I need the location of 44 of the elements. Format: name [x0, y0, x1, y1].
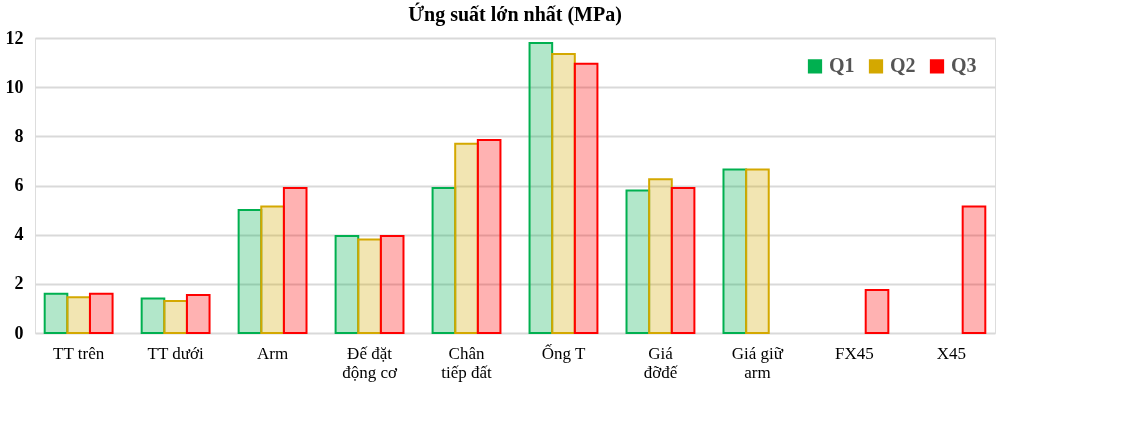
x-tick-label: X45 — [936, 343, 966, 363]
bar — [551, 52, 576, 334]
x-tick-label: Ống T — [541, 343, 586, 363]
bar — [476, 139, 502, 334]
bar — [379, 234, 405, 334]
x-tick-label: TT dưới — [147, 343, 204, 363]
bar — [745, 168, 770, 334]
y-tick-label: 10 — [5, 76, 24, 97]
bar — [357, 238, 382, 334]
y-tick-label: 8 — [14, 125, 24, 146]
bar — [670, 186, 696, 334]
bar — [454, 142, 479, 334]
y-tick-label: 4 — [14, 224, 24, 245]
x-tick-label: Chân tiếp đất — [441, 343, 493, 382]
bar — [334, 234, 360, 334]
x-tick-label: TT trên — [53, 343, 105, 363]
bar — [43, 292, 69, 334]
bar — [66, 296, 91, 334]
bar — [528, 41, 554, 334]
legend-label: Q3 — [951, 54, 977, 77]
bar — [722, 168, 748, 334]
y-tick-label: 2 — [14, 273, 24, 294]
x-tick-label: Đế đặt động cơ — [342, 343, 398, 382]
legend-label: Q1 — [829, 54, 855, 77]
legend-label: Q2 — [890, 54, 916, 77]
bar — [260, 205, 285, 334]
bar — [573, 62, 599, 334]
bar — [648, 178, 673, 334]
x-tick-label: Giá đỡđế — [643, 343, 678, 382]
x-tick-label: Giá giữ arm — [731, 343, 784, 382]
bar — [625, 189, 651, 334]
bar — [237, 209, 263, 334]
x-tick-label: Arm — [256, 343, 289, 363]
bar — [185, 293, 211, 334]
x-tick-label: FX45 — [835, 343, 874, 363]
bar — [88, 292, 114, 334]
y-tick-label: 12 — [5, 27, 24, 48]
y-tick-label: 0 — [14, 322, 24, 343]
y-tick-label: 6 — [14, 175, 24, 195]
bar — [163, 300, 188, 334]
bar — [961, 205, 987, 334]
bar — [282, 186, 308, 334]
bar — [864, 288, 890, 334]
chart-title: Ứng suất lớn nhất (MPa) — [408, 2, 622, 26]
